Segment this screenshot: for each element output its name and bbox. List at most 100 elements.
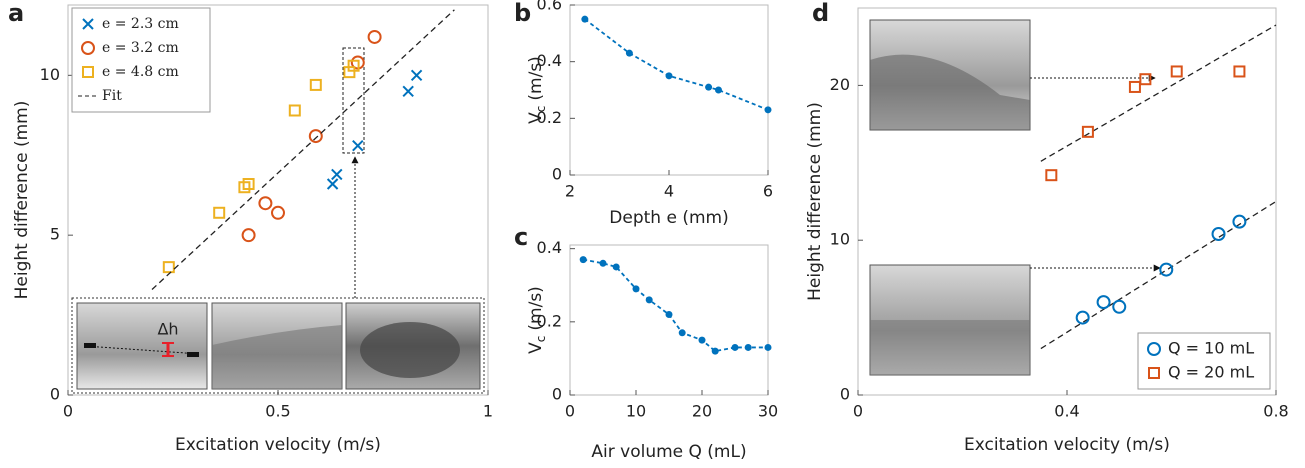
marker-dot (599, 259, 607, 267)
x-tick-label: 0.5 (265, 402, 290, 421)
marker-x (331, 168, 343, 181)
marker-square (1139, 73, 1152, 86)
x-axis-label: Excitation velocity (m/s) (175, 435, 381, 455)
line (1040, 24, 1277, 162)
marker-x (326, 178, 339, 190)
x-tick-label: 0 (565, 402, 575, 421)
legend-swatch (82, 18, 94, 30)
marker-dot (579, 256, 587, 264)
marker-circle (1112, 299, 1127, 314)
legend-swatch (1148, 367, 1160, 379)
marker-circle (1232, 214, 1247, 229)
marker-x (410, 69, 423, 82)
legend-label: e = 3.2 cm (102, 40, 179, 56)
marker-square (1233, 65, 1246, 78)
legend-swatch (1147, 342, 1161, 356)
y-tick-label: 0.4 (537, 238, 562, 257)
panel-label: c (514, 223, 528, 251)
y-tick-label: 10 (830, 230, 850, 249)
marker-dot (764, 343, 772, 351)
marker-square (1170, 65, 1183, 78)
x-tick-label: 30 (758, 402, 778, 421)
y-tick-label: 0.6 (537, 0, 562, 14)
y-tick-label: 0 (552, 385, 562, 404)
y-axis-label: Height difference (mm) (805, 102, 825, 301)
y-axis-label: Vc (m/s) (526, 56, 548, 124)
marker-square (242, 178, 255, 191)
marker-dot (625, 49, 633, 57)
inset-images-d (869, 19, 1161, 376)
marker-circle (271, 205, 285, 220)
y-label-main: V (526, 342, 546, 354)
annotation: Δh (157, 320, 178, 339)
marker-dot (665, 311, 673, 319)
marker-dot (711, 347, 719, 355)
marker-square (1081, 125, 1094, 138)
marker-dot (678, 329, 686, 337)
x-tick-label: 2 (565, 182, 575, 201)
x-tick-label: 0 (63, 402, 73, 421)
legend-box (71, 7, 211, 113)
x-axis-label: Air volume Q (mL) (591, 442, 746, 462)
legend-label: Q = 20 mL (1168, 363, 1254, 382)
y-tick-label: 0 (552, 165, 562, 184)
x-tick-label: 0 (853, 402, 863, 421)
marker-square (213, 206, 226, 219)
y-tick-label: 0.2 (537, 108, 562, 127)
panel-label: d (812, 0, 829, 27)
line (1040, 200, 1277, 350)
y-tick-label: 0.2 (537, 311, 562, 330)
marker-dot (731, 343, 739, 351)
y-tick-label: 10 (40, 65, 60, 84)
marker-dot (744, 343, 752, 351)
x-tick-label: 0.8 (1263, 402, 1288, 421)
line (151, 9, 455, 290)
inset-images (71, 47, 485, 394)
x-tick-label: 4 (664, 182, 674, 201)
marker-square (347, 59, 360, 72)
legend-label: e = 4.8 cm (102, 64, 179, 80)
x-tick-label: 0.4 (1054, 402, 1079, 421)
legend-label: Q = 10 mL (1168, 339, 1254, 358)
marker-dot (581, 15, 589, 23)
marker-dot (764, 106, 772, 114)
legend-swatch (82, 66, 94, 78)
plot-box (569, 244, 769, 396)
marker-square (309, 78, 322, 91)
y-label-sub: c (534, 106, 548, 113)
marker-dot (612, 263, 620, 271)
marker-dot (705, 83, 713, 91)
marker-circle (1075, 310, 1090, 325)
marker-dot (715, 86, 722, 94)
x-tick-label: 20 (692, 402, 712, 421)
y-label-main: V (526, 112, 546, 124)
line (583, 258, 768, 353)
marker-dot (665, 72, 673, 80)
y-tick-label: 5 (50, 225, 60, 244)
legend-label: Fit (102, 88, 122, 104)
marker-dot (698, 336, 706, 344)
y-label-sub: c (534, 336, 548, 343)
x-tick-label: 1 (483, 402, 493, 421)
y-axis-label: Height difference (mm) (12, 101, 32, 300)
marker-square (162, 261, 175, 274)
x-tick-label: 6 (763, 182, 773, 201)
panel-label: b (514, 0, 531, 27)
y-axis-label: Vc (m/s) (526, 286, 548, 354)
legend-swatch (81, 41, 95, 55)
marker-circle (1159, 262, 1174, 277)
marker-dot (632, 285, 640, 293)
x-axis-label: Depth e (mm) (609, 208, 728, 228)
marker-circle (1211, 227, 1226, 242)
marker-dot (645, 296, 653, 304)
legend-box (1137, 332, 1271, 390)
plot-box (569, 4, 769, 176)
panel-label: a (8, 0, 24, 27)
y-tick-label: 0.4 (537, 51, 562, 70)
marker-square (1045, 169, 1058, 182)
marker-square (1128, 80, 1141, 93)
x-tick-label: 10 (626, 402, 646, 421)
line (584, 18, 769, 111)
y-label-unit: (m/s) (526, 56, 546, 100)
